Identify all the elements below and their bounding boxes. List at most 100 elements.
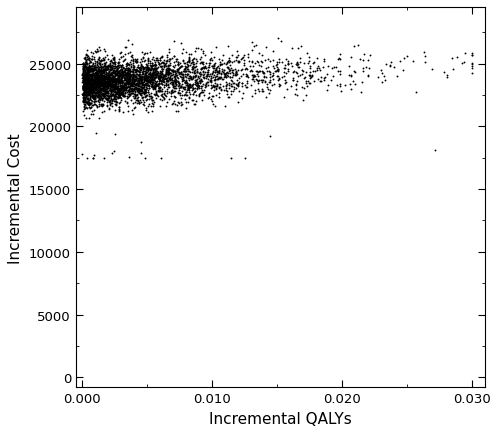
Point bbox=[98, 95, 106, 102]
Point bbox=[91, 66, 99, 73]
Point bbox=[88, 72, 96, 79]
Point bbox=[144, 66, 152, 73]
Point bbox=[86, 78, 94, 85]
Point bbox=[98, 57, 106, 64]
Point bbox=[108, 79, 116, 86]
Point bbox=[85, 67, 93, 74]
Point bbox=[110, 85, 118, 92]
Point bbox=[93, 79, 101, 86]
Point bbox=[83, 72, 91, 79]
Point bbox=[141, 82, 149, 89]
Point bbox=[84, 67, 92, 74]
Point bbox=[107, 83, 115, 90]
Point bbox=[302, 81, 310, 88]
Point bbox=[123, 95, 131, 102]
Point bbox=[79, 70, 87, 77]
Point bbox=[126, 81, 134, 88]
Point bbox=[92, 69, 100, 76]
Point bbox=[100, 75, 108, 82]
Point bbox=[118, 79, 126, 85]
Point bbox=[123, 72, 131, 79]
Point bbox=[80, 78, 88, 85]
Point bbox=[94, 79, 102, 85]
Point bbox=[98, 79, 106, 85]
Point bbox=[84, 72, 92, 79]
Point bbox=[129, 86, 137, 93]
Point bbox=[140, 84, 147, 91]
Point bbox=[110, 149, 118, 156]
Point bbox=[142, 72, 150, 79]
Point bbox=[96, 84, 104, 91]
Point bbox=[83, 155, 91, 162]
Point bbox=[150, 75, 158, 82]
Point bbox=[178, 82, 186, 89]
Point bbox=[124, 81, 132, 88]
Point bbox=[118, 79, 126, 86]
Point bbox=[138, 78, 145, 85]
Point bbox=[104, 81, 112, 88]
Point bbox=[170, 71, 178, 78]
Point bbox=[106, 75, 114, 82]
Point bbox=[133, 67, 141, 74]
Point bbox=[80, 76, 88, 83]
Point bbox=[184, 64, 192, 71]
Point bbox=[262, 75, 270, 82]
Point bbox=[121, 68, 129, 75]
Point bbox=[90, 89, 98, 96]
Point bbox=[84, 92, 92, 99]
Point bbox=[184, 85, 192, 92]
Point bbox=[108, 76, 116, 83]
Point bbox=[158, 69, 166, 76]
Point bbox=[227, 82, 235, 89]
Point bbox=[116, 72, 124, 79]
Point bbox=[118, 90, 126, 97]
Point bbox=[144, 66, 152, 72]
Point bbox=[212, 86, 220, 93]
Point bbox=[144, 74, 152, 81]
Point bbox=[124, 85, 132, 92]
Point bbox=[113, 79, 121, 85]
Point bbox=[176, 64, 184, 71]
Point bbox=[93, 73, 101, 80]
Point bbox=[204, 82, 212, 89]
Point bbox=[128, 79, 136, 86]
Point bbox=[180, 60, 188, 67]
Point bbox=[83, 62, 91, 69]
Point bbox=[142, 51, 150, 58]
Point bbox=[130, 76, 138, 83]
Point bbox=[134, 69, 142, 76]
Point bbox=[140, 84, 148, 91]
Point bbox=[100, 57, 108, 64]
Point bbox=[152, 62, 160, 69]
Point bbox=[84, 77, 92, 84]
Point bbox=[191, 78, 199, 85]
Point bbox=[183, 66, 191, 73]
Point bbox=[131, 92, 139, 99]
Point bbox=[181, 74, 189, 81]
Point bbox=[86, 105, 94, 112]
Point bbox=[104, 80, 112, 87]
Point bbox=[137, 150, 145, 157]
Point bbox=[120, 59, 128, 66]
Point bbox=[81, 82, 89, 89]
Point bbox=[110, 77, 118, 84]
Point bbox=[253, 77, 261, 84]
Point bbox=[85, 77, 93, 84]
Point bbox=[112, 102, 120, 108]
Point bbox=[226, 88, 234, 95]
Point bbox=[106, 78, 114, 85]
Point bbox=[94, 94, 102, 101]
Point bbox=[117, 78, 125, 85]
Point bbox=[146, 75, 154, 82]
Point bbox=[83, 78, 91, 85]
Point bbox=[112, 61, 120, 68]
Point bbox=[180, 87, 188, 94]
Point bbox=[130, 62, 138, 69]
Point bbox=[97, 82, 105, 89]
Point bbox=[80, 98, 88, 105]
Point bbox=[313, 56, 321, 62]
Point bbox=[310, 79, 318, 85]
Point bbox=[91, 82, 99, 89]
Point bbox=[258, 52, 266, 59]
Point bbox=[126, 83, 134, 90]
